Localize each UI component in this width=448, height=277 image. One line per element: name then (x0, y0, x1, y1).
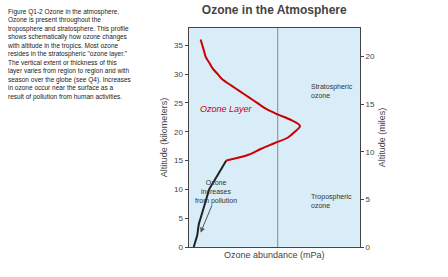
svg-text:20: 20 (174, 128, 183, 137)
svg-text:5: 5 (366, 195, 371, 204)
svg-text:30: 30 (174, 70, 183, 79)
svg-text:Ozone abundance (mPa): Ozone abundance (mPa) (224, 250, 325, 260)
svg-text:10: 10 (366, 148, 375, 157)
svg-text:Troposphericozone: Troposphericozone (311, 193, 352, 209)
svg-text:5: 5 (179, 214, 184, 223)
svg-text:Ozoneincreasesfrom pollution: Ozoneincreasesfrom pollution (195, 179, 237, 205)
svg-text:0: 0 (179, 243, 184, 252)
svg-text:0: 0 (366, 243, 371, 252)
svg-text:Altitude (miles): Altitude (miles) (377, 108, 387, 168)
svg-text:Ozone in the Atmosphere: Ozone in the Atmosphere (202, 3, 347, 17)
svg-text:Ozone Layer: Ozone Layer (200, 104, 253, 114)
svg-text:Figure Q1-2 Ozone in the atmos: Figure Q1-2 Ozone in the atmosphere.Ozon… (7, 8, 132, 101)
svg-text:10: 10 (174, 185, 183, 194)
svg-text:15: 15 (366, 100, 375, 109)
svg-text:15: 15 (174, 156, 183, 165)
svg-text:20: 20 (366, 52, 375, 61)
svg-text:35: 35 (174, 41, 183, 50)
svg-text:Stratosphericozone: Stratosphericozone (311, 83, 353, 99)
svg-text:Altitude (kilometers): Altitude (kilometers) (159, 98, 169, 178)
svg-text:25: 25 (174, 99, 183, 108)
